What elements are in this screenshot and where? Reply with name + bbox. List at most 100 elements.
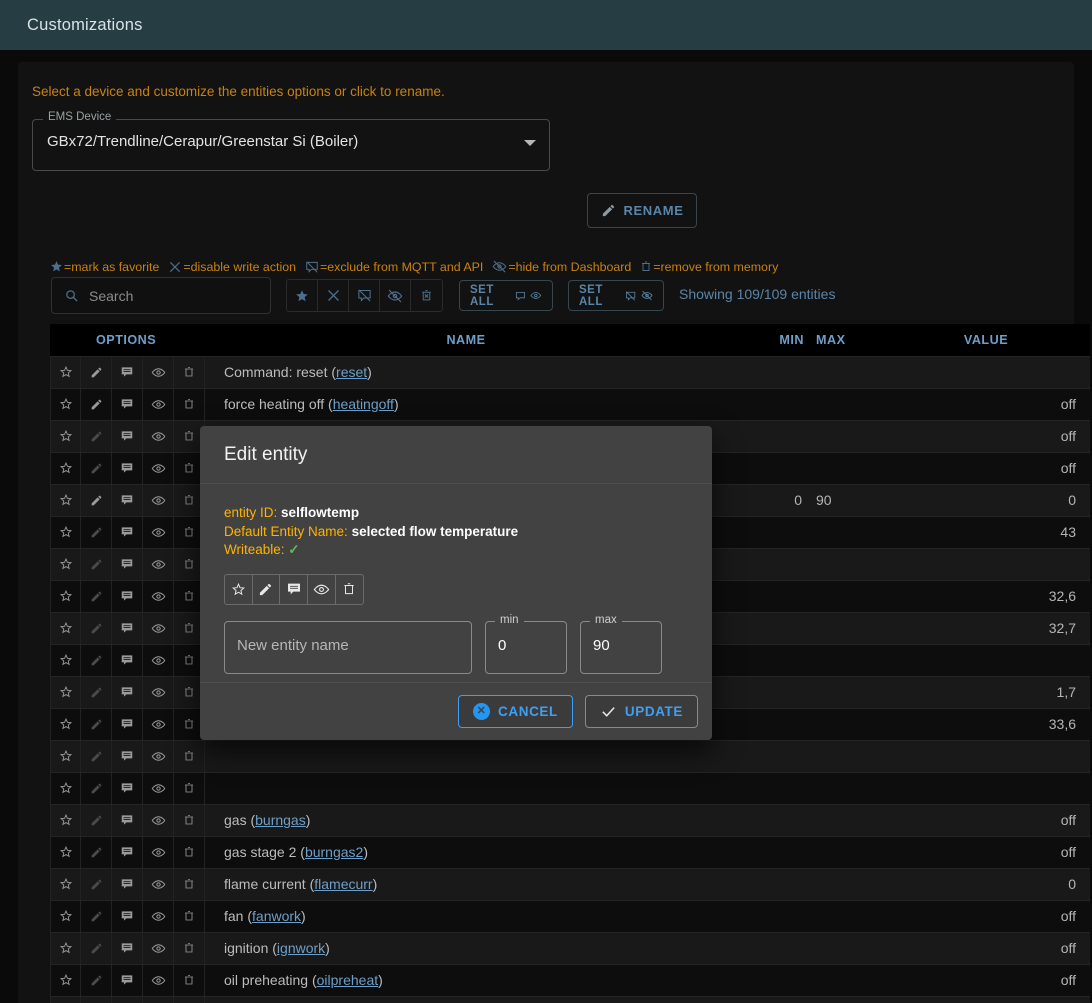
row-options-cell[interactable] <box>50 931 212 964</box>
column-header-max[interactable]: MAX <box>804 324 882 356</box>
row-eye-button[interactable] <box>143 932 174 964</box>
row-name-cell[interactable] <box>212 771 720 804</box>
row-options-cell[interactable] <box>50 355 212 388</box>
row-trash-button[interactable] <box>174 996 205 1003</box>
row-eye-button[interactable] <box>143 868 174 900</box>
row-eye-button[interactable] <box>143 356 174 388</box>
row-star-button[interactable] <box>50 612 81 644</box>
row-pencil-button[interactable] <box>81 644 112 676</box>
search-input[interactable]: Search <box>51 277 271 314</box>
row-options-cell[interactable] <box>50 419 212 452</box>
row-name-cell[interactable]: burner min power (burnminpower) <box>212 995 720 1003</box>
row-star-button[interactable] <box>50 580 81 612</box>
dialog-pencil-button[interactable] <box>253 574 281 604</box>
dialog-options-toolbar[interactable] <box>224 573 364 605</box>
column-header-value[interactable]: VALUE <box>882 324 1090 356</box>
row-name-cell[interactable]: ignition (ignwork) <box>212 931 720 964</box>
row-comment-button[interactable] <box>112 708 143 740</box>
table-row[interactable] <box>50 771 1090 804</box>
row-pencil-button[interactable] <box>81 388 112 420</box>
table-row[interactable]: ignition (ignwork) off <box>50 931 1090 964</box>
row-eye-button[interactable] <box>143 388 174 420</box>
row-trash-button[interactable] <box>174 804 205 836</box>
row-star-button[interactable] <box>50 548 81 580</box>
min-field[interactable]: min 0 <box>485 613 567 674</box>
row-comment-button[interactable] <box>112 420 143 452</box>
table-row[interactable]: burner min power (burnminpower)01150 <box>50 995 1090 1003</box>
row-comment-button[interactable] <box>112 996 143 1003</box>
row-pencil-button[interactable] <box>81 676 112 708</box>
row-comment-button[interactable] <box>112 740 143 772</box>
table-row[interactable] <box>50 739 1090 772</box>
row-star-button[interactable] <box>50 868 81 900</box>
row-comment-button[interactable] <box>112 484 143 516</box>
row-options-cell[interactable] <box>50 867 212 900</box>
table-row[interactable]: gas (burngas) off <box>50 803 1090 836</box>
set-all-hide-button[interactable]: SET ALL <box>568 280 664 311</box>
row-pencil-button[interactable] <box>81 740 112 772</box>
row-pencil-button[interactable] <box>81 612 112 644</box>
row-eye-button[interactable] <box>143 996 174 1003</box>
column-header-options[interactable]: OPTIONS <box>50 324 212 356</box>
row-pencil-button[interactable] <box>81 708 112 740</box>
row-options-cell[interactable] <box>50 963 212 996</box>
row-pencil-button[interactable] <box>81 452 112 484</box>
row-star-button[interactable] <box>50 420 81 452</box>
row-options-cell[interactable] <box>50 643 212 676</box>
row-options-cell[interactable] <box>50 675 212 708</box>
ems-device-select[interactable]: EMS Device GBx72/Trendline/Cerapur/Green… <box>32 111 550 171</box>
max-field[interactable]: max 90 <box>580 613 662 674</box>
row-pencil-button[interactable] <box>81 516 112 548</box>
dialog-trash-button[interactable] <box>336 575 364 604</box>
row-comment-button[interactable] <box>112 932 143 964</box>
chevron-down-icon[interactable] <box>524 140 536 146</box>
row-trash-button[interactable] <box>174 740 205 772</box>
row-options-cell[interactable] <box>50 835 212 868</box>
row-star-button[interactable] <box>50 484 81 516</box>
row-options-cell[interactable] <box>50 707 212 740</box>
row-trash-button[interactable] <box>174 388 205 420</box>
row-entity-id-link[interactable]: ignwork <box>276 940 326 956</box>
table-row[interactable]: gas stage 2 (burngas2) off <box>50 835 1090 868</box>
row-pencil-button[interactable] <box>81 772 112 804</box>
row-star-button[interactable] <box>50 996 81 1003</box>
row-entity-id-link[interactable]: fanwork <box>252 908 302 924</box>
row-comment-button[interactable] <box>112 676 143 708</box>
row-pencil-button[interactable] <box>81 804 112 836</box>
row-comment-button[interactable] <box>112 964 143 996</box>
dialog-star-button[interactable] <box>225 574 253 604</box>
row-trash-button[interactable] <box>174 964 205 996</box>
row-pencil-button[interactable] <box>81 420 112 452</box>
table-row[interactable]: fan (fanwork) off <box>50 899 1090 932</box>
bulk-options-toolbar[interactable] <box>286 279 443 312</box>
row-entity-id-link[interactable]: reset <box>336 364 368 380</box>
row-pencil-button[interactable] <box>81 548 112 580</box>
row-pencil-button[interactable] <box>81 484 112 516</box>
row-star-button[interactable] <box>50 740 81 772</box>
toolbar-star-button[interactable] <box>287 280 318 311</box>
column-header-min[interactable]: MIN <box>720 324 804 356</box>
row-eye-button[interactable] <box>143 900 174 932</box>
row-name-cell[interactable]: fan (fanwork) <box>212 899 720 932</box>
row-name-cell[interactable] <box>212 739 720 772</box>
row-name-cell[interactable]: oil preheating (oilpreheat) <box>212 963 720 996</box>
row-star-button[interactable] <box>50 772 81 804</box>
row-options-cell[interactable] <box>50 611 212 644</box>
row-eye-button[interactable] <box>143 964 174 996</box>
row-trash-button[interactable] <box>174 868 205 900</box>
row-star-button[interactable] <box>50 388 81 420</box>
column-header-name[interactable]: NAME <box>212 324 720 356</box>
row-comment-button[interactable] <box>112 580 143 612</box>
row-star-button[interactable] <box>50 836 81 868</box>
row-pencil-button[interactable] <box>81 868 112 900</box>
table-row[interactable]: flame current (flamecurr) 0 <box>50 867 1090 900</box>
dialog-comment-button[interactable] <box>280 574 308 604</box>
row-star-button[interactable] <box>50 964 81 996</box>
row-trash-button[interactable] <box>174 836 205 868</box>
row-eye-button[interactable] <box>143 516 174 548</box>
table-row[interactable]: oil preheating (oilpreheat) off <box>50 963 1090 996</box>
update-button[interactable]: UPDATE <box>584 695 698 728</box>
row-eye-button[interactable] <box>143 452 174 484</box>
row-entity-id-link[interactable]: burngas <box>255 812 306 828</box>
toolbar-write-disabled-button[interactable] <box>318 280 349 311</box>
